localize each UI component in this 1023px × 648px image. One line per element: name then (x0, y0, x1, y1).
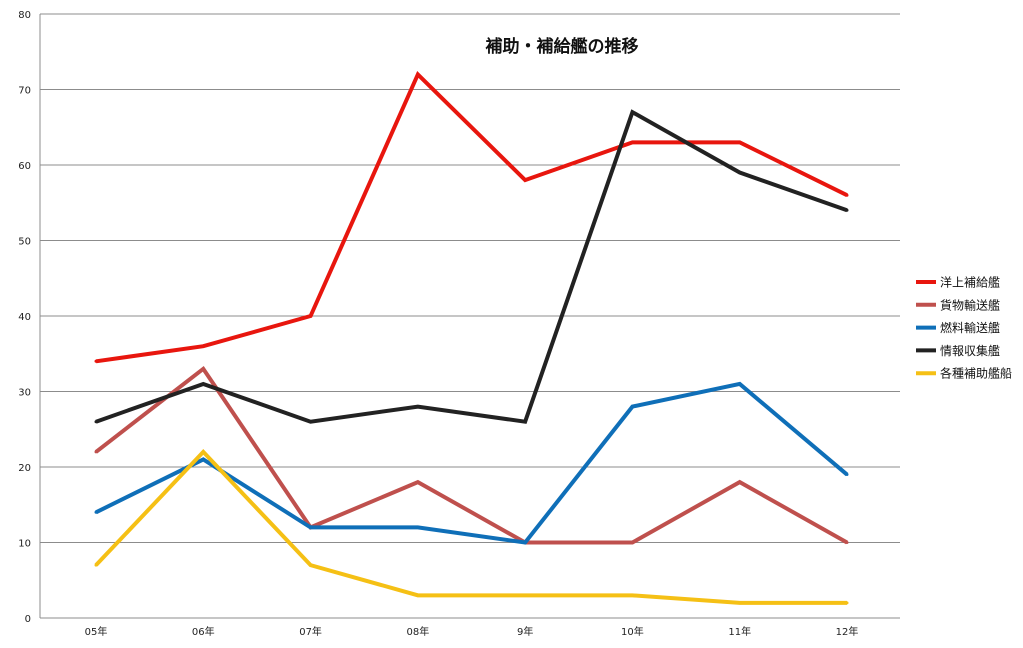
data-point (94, 563, 98, 567)
data-point (309, 314, 313, 318)
y-axis-ticks: 0 10 20 30 40 50 60 70 80 (18, 10, 31, 625)
x-tick-label: 05年 (85, 625, 108, 638)
data-point (738, 601, 742, 605)
data-point (201, 367, 205, 371)
data-point (630, 593, 634, 597)
x-tick-label: 07年 (299, 625, 322, 638)
data-point (738, 382, 742, 386)
data-point (416, 72, 420, 76)
data-point (630, 110, 634, 114)
legend-label: 情報収集艦 (940, 343, 1000, 358)
y-tick-label: 80 (18, 10, 31, 21)
data-point (309, 525, 313, 529)
x-tick-label: 11年 (728, 625, 751, 638)
series-line (95, 70, 848, 364)
y-tick-label: 50 (18, 237, 31, 248)
data-point (94, 359, 98, 363)
data-point (523, 420, 527, 424)
data-point (416, 525, 420, 529)
data-point (94, 510, 98, 514)
data-point (201, 344, 205, 348)
x-tick-label: 9年 (517, 625, 533, 638)
y-tick-label: 20 (18, 463, 31, 474)
gridlines (39, 13, 900, 619)
y-tick-label: 70 (18, 86, 31, 97)
y-tick-label: 10 (18, 539, 31, 550)
x-tick-label: 12年 (836, 625, 859, 638)
data-point (416, 405, 420, 409)
legend-label: 洋上補給艦 (940, 275, 1000, 290)
data-point (201, 457, 205, 461)
data-point (309, 563, 313, 567)
series-line (94, 365, 848, 545)
legend-label: 各種補助艦船 (940, 366, 1012, 381)
data-point (738, 140, 742, 144)
data-point (309, 420, 313, 424)
y-tick-label: 30 (18, 388, 31, 399)
data-point (845, 208, 849, 212)
data-point (94, 420, 98, 424)
legend-label: 燃料輸送艦 (940, 320, 1000, 335)
data-point (738, 480, 742, 484)
data-point (416, 593, 420, 597)
data-point (845, 193, 849, 197)
series-lines (94, 70, 849, 605)
data-point (845, 541, 849, 544)
data-point (630, 405, 634, 409)
data-point (845, 473, 849, 477)
data-point (630, 541, 634, 544)
data-point (523, 178, 527, 182)
data-point (416, 480, 420, 484)
y-tick-label: 40 (18, 312, 31, 323)
x-tick-label: 06年 (192, 625, 215, 638)
chart-title: 補助・補給艦の推移 (485, 36, 639, 57)
data-point (201, 382, 205, 386)
data-point (201, 450, 205, 454)
legend-label: 貨物輸送艦 (940, 297, 1000, 312)
series-line (95, 381, 849, 545)
data-point (523, 541, 527, 544)
data-point (845, 601, 849, 605)
series-line (94, 448, 847, 605)
y-tick-label: 0 (25, 614, 31, 625)
data-point (630, 140, 634, 144)
x-tick-label: 10年 (621, 625, 644, 638)
data-point (738, 171, 742, 175)
data-point (94, 450, 98, 454)
x-axis-ticks: 05年 06年 07年 08年 9年 10年 11年 12年 (85, 625, 859, 638)
data-point (523, 593, 527, 597)
series-line (95, 109, 848, 424)
x-tick-label: 08年 (406, 625, 429, 638)
y-tick-label: 60 (18, 161, 31, 172)
